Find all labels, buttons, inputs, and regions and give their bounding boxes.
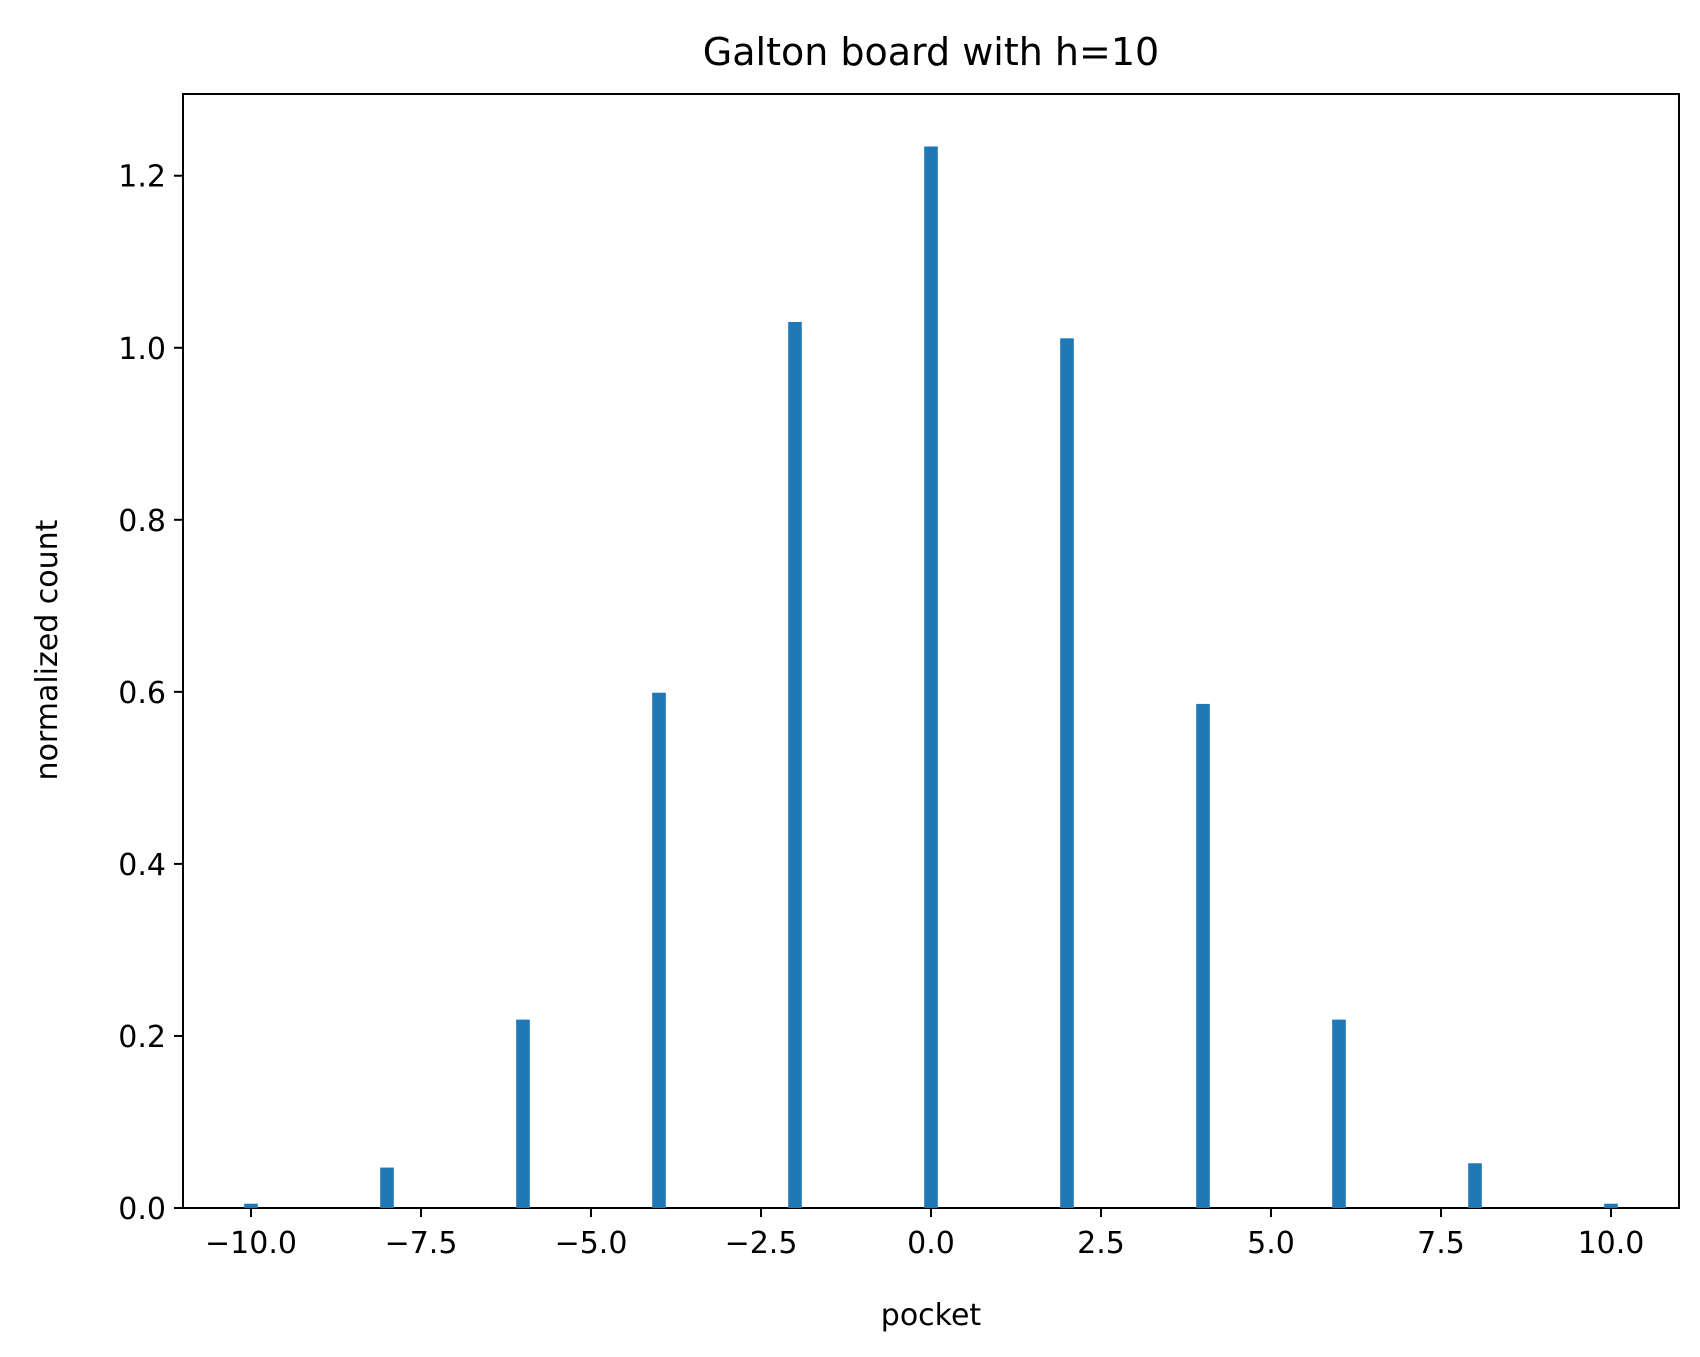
x-tick-label: −2.5: [725, 1226, 798, 1261]
x-axis-ticks: −10.0 −7.5 −5.0 −2.5 0.0 2.5 5.0 7.5 10.0: [205, 1208, 1644, 1261]
y-axis-ticks: 0.0 0.2 0.4 0.6 0.8 1.0 1.2: [118, 160, 183, 1227]
bar: [380, 1167, 394, 1208]
bar: [516, 1019, 530, 1208]
y-tick-label: 0.2: [118, 1020, 166, 1055]
bars: [244, 146, 1618, 1209]
y-axis-label: normalized count: [30, 519, 65, 780]
y-tick-label: 0.6: [118, 676, 166, 711]
x-tick-label: 2.5: [1077, 1226, 1125, 1261]
bar: [1604, 1203, 1618, 1208]
y-tick-label: 0.0: [118, 1192, 166, 1227]
y-tick-label: 0.4: [118, 848, 166, 883]
x-tick-label: 7.5: [1417, 1226, 1465, 1261]
x-tick-label: 5.0: [1247, 1226, 1295, 1261]
bar: [788, 321, 802, 1208]
x-tick-label: −7.5: [385, 1226, 458, 1261]
bar: [1196, 703, 1210, 1208]
y-tick-label: 0.8: [118, 504, 166, 539]
bar: [652, 692, 666, 1208]
bar: [1332, 1019, 1346, 1208]
y-tick-label: 1.2: [118, 160, 166, 195]
bar: [1468, 1163, 1482, 1208]
x-tick-label: 10.0: [1578, 1226, 1645, 1261]
x-tick-label: 0.0: [907, 1226, 955, 1261]
chart-title: Galton board with h=10: [703, 30, 1159, 74]
bar: [924, 146, 938, 1209]
x-tick-label: −5.0: [555, 1226, 628, 1261]
bar: [1060, 338, 1074, 1208]
bar: [244, 1203, 258, 1208]
x-axis-label: pocket: [881, 1298, 982, 1333]
x-tick-label: −10.0: [205, 1226, 297, 1261]
y-tick-label: 1.0: [118, 332, 166, 367]
